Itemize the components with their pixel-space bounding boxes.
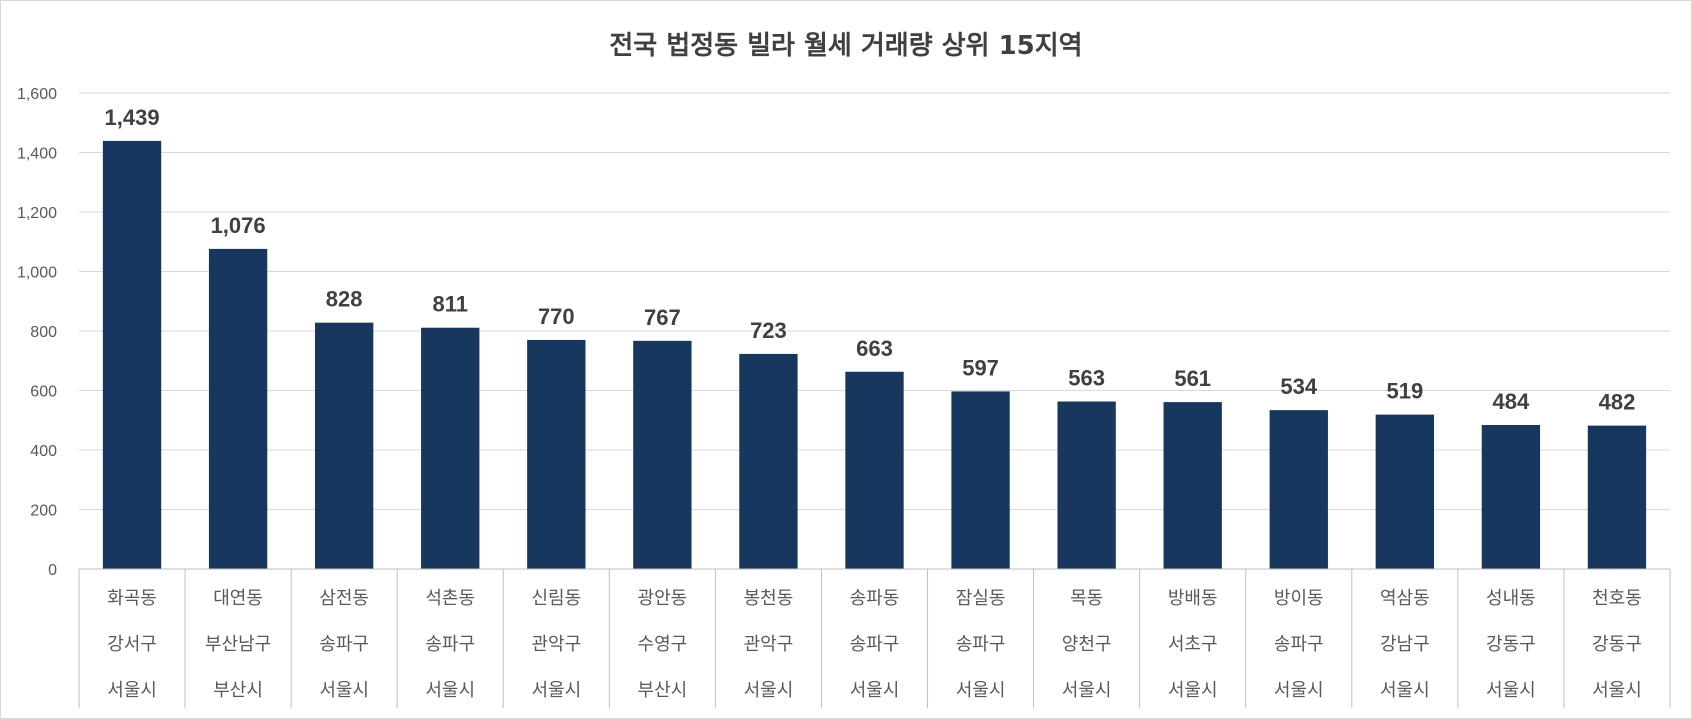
y-tick-label: 1,600 — [17, 86, 57, 103]
x-label-si: 서울시 — [956, 680, 1006, 701]
x-label-dong: 천호동 — [1592, 588, 1642, 609]
bar-6 — [633, 340, 692, 569]
x-label-si: 서울시 — [531, 680, 581, 701]
x-label-si: 서울시 — [744, 680, 794, 701]
bar-9 — [951, 391, 1010, 569]
x-label-si: 서울시 — [1062, 680, 1112, 701]
data-label: 767 — [644, 305, 681, 330]
x-label-gu: 송파구 — [319, 634, 369, 655]
x-label-dong: 방이동 — [1274, 588, 1324, 609]
x-label-si: 서울시 — [1168, 680, 1218, 701]
data-label: 482 — [1599, 390, 1636, 415]
x-label-dong: 신림동 — [531, 588, 581, 609]
x-label-dong: 석촌동 — [425, 588, 475, 609]
x-label-si: 서울시 — [1380, 680, 1430, 701]
bar-12 — [1269, 410, 1328, 569]
y-tick-label: 0 — [48, 562, 57, 579]
x-label-gu: 강동구 — [1592, 634, 1642, 655]
x-label-dong: 성내동 — [1486, 588, 1536, 609]
data-label: 561 — [1174, 366, 1211, 391]
bar-7 — [739, 353, 798, 569]
x-label-dong: 목동 — [1070, 588, 1103, 609]
data-label: 519 — [1386, 379, 1423, 404]
x-label-gu: 강동구 — [1486, 634, 1536, 655]
chart-title: 전국 법정동 빌라 월세 거래량 상위 15지역 — [609, 31, 1082, 61]
x-label-gu: 관악구 — [744, 634, 794, 655]
data-label: 828 — [326, 287, 363, 312]
y-tick-label: 1,000 — [17, 265, 57, 282]
y-tick-label: 800 — [30, 324, 57, 341]
x-label-si: 서울시 — [425, 680, 475, 701]
data-label: 563 — [1068, 366, 1105, 391]
x-label-gu: 송파구 — [425, 634, 475, 655]
x-label-gu: 부산남구 — [205, 634, 271, 655]
x-label-si: 부산시 — [638, 680, 688, 701]
x-label-dong: 대연동 — [213, 588, 263, 609]
bar-5 — [527, 339, 586, 569]
bar-13 — [1375, 414, 1435, 569]
y-tick-label: 1,400 — [17, 146, 57, 163]
data-label: 534 — [1280, 374, 1317, 399]
x-label-dong: 잠실동 — [956, 588, 1006, 609]
y-tick-label: 400 — [30, 443, 57, 460]
x-label-gu: 송파구 — [850, 634, 900, 655]
x-label-si: 서울시 — [1592, 680, 1642, 701]
y-tick-label: 1,200 — [17, 205, 57, 222]
data-label: 484 — [1493, 389, 1530, 414]
x-label-gu: 수영구 — [638, 634, 688, 655]
x-label-si: 부산시 — [213, 680, 263, 701]
data-label: 1,076 — [211, 213, 266, 238]
x-label-gu: 송파구 — [1274, 634, 1324, 655]
bar-15 — [1587, 425, 1647, 569]
x-label-si: 서울시 — [319, 680, 369, 701]
x-label-gu: 강서구 — [107, 634, 157, 655]
x-label-dong: 삼전동 — [319, 588, 369, 609]
bar-1 — [102, 140, 162, 569]
x-label-dong: 송파동 — [850, 588, 900, 609]
x-label-gu: 강남구 — [1380, 634, 1430, 655]
data-label: 663 — [856, 336, 893, 361]
bar-11 — [1163, 402, 1222, 569]
bar-4 — [421, 327, 480, 569]
x-label-gu: 양천구 — [1062, 634, 1112, 655]
x-label-si: 서울시 — [1274, 680, 1324, 701]
x-label-dong: 광안동 — [638, 588, 688, 609]
x-label-dong: 방배동 — [1168, 588, 1218, 609]
data-label: 770 — [538, 304, 575, 329]
x-label-dong: 역삼동 — [1380, 588, 1430, 609]
x-label-dong: 화곡동 — [107, 588, 157, 609]
bar-10 — [1057, 401, 1116, 569]
x-label-dong: 봉천동 — [744, 588, 794, 609]
data-label: 723 — [750, 318, 787, 343]
data-label: 811 — [432, 292, 468, 317]
bar-3 — [314, 322, 374, 569]
y-tick-label: 600 — [30, 384, 57, 401]
bar-14 — [1481, 425, 1541, 569]
data-label: 1,439 — [105, 105, 160, 130]
bar-2 — [208, 248, 268, 569]
x-label-si: 서울시 — [1486, 680, 1536, 701]
x-label-gu: 송파구 — [956, 634, 1006, 655]
x-label-gu: 관악구 — [531, 634, 581, 655]
x-label-gu: 서초구 — [1168, 634, 1218, 655]
data-label: 597 — [962, 355, 999, 380]
bar-8 — [845, 371, 904, 569]
y-tick-label: 200 — [30, 503, 57, 520]
x-label-si: 서울시 — [107, 680, 157, 701]
x-label-si: 서울시 — [850, 680, 900, 701]
